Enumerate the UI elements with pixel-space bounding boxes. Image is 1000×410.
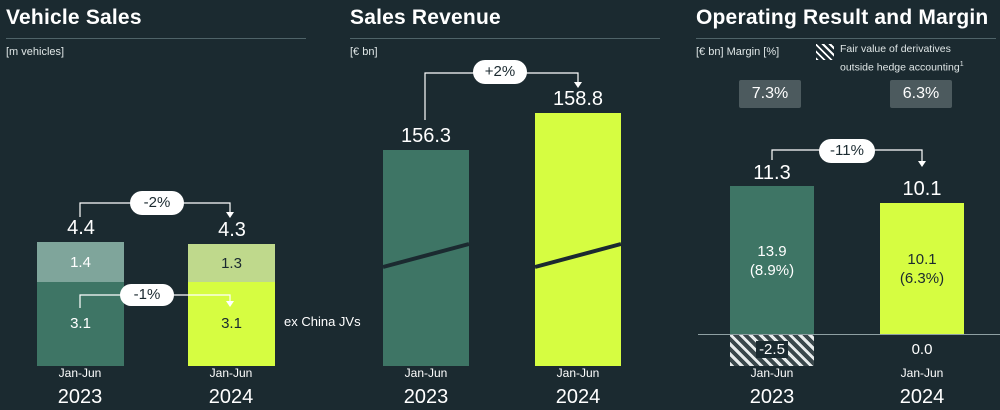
sr-x-label-2023-year: 2023 [403, 386, 449, 408]
or-total-2024: 10.1 [902, 178, 942, 200]
vehicle-sales-unit: [m vehicles] [6, 46, 65, 58]
sales-revenue-panel: Sales Revenue [€ bn] 156.3 158.8 +2% Jan… [345, 0, 665, 410]
legend-line-2: outside hedge accounting [840, 61, 960, 74]
sr-value-2024: 158.8 [552, 88, 604, 110]
vs-x-label-2024-year: 2024 [208, 386, 254, 408]
legend-footnote: 1 [959, 61, 964, 68]
or-derivatives-2024: 0.0 [911, 341, 933, 358]
or-total-2023: 11.3 [753, 162, 791, 184]
or-change-pill: -11% [819, 139, 875, 163]
or-bar-2024 [880, 203, 964, 334]
sales-revenue-unit: [€ bn] [350, 46, 378, 58]
sr-value-2023: 156.3 [400, 125, 452, 147]
operating-result-title: Operating Result and Margin [696, 6, 989, 29]
ex-china-label: ex China JVs [284, 314, 361, 329]
or-x-label-2024-year: 2024 [899, 386, 945, 408]
or-x-label-2024-period: Jan-Jun [900, 366, 944, 380]
sr-x-label-2024-year: 2024 [555, 386, 601, 408]
vehicle-sales-panel: Vehicle Sales [m vehicles] 1.4 3.1 4.4 1… [0, 0, 361, 410]
legend-label: Fair value of derivatives outside hedge … [840, 42, 964, 76]
sales-revenue-divider [350, 38, 660, 39]
operating-result-panel: Operating Result and Margin [€ bn] Margi… [690, 0, 1000, 410]
vs-ex-china-change-pill: -1% [120, 284, 174, 306]
or-derivatives-2023: -2.5 [730, 340, 814, 359]
or-x-label-2023-period: Jan-Jun [750, 366, 794, 380]
or-zero-axis [698, 334, 1000, 335]
sales-revenue-title: Sales Revenue [350, 6, 501, 29]
vs-x-label-2023-period: Jan-Jun [58, 366, 102, 380]
operating-result-divider [696, 38, 996, 39]
sr-bar-2023 [383, 150, 469, 366]
legend-hatch-swatch [816, 44, 834, 60]
or-derivatives-2023-value: -2.5 [756, 341, 788, 358]
vs-total-2024: 4.3 [218, 219, 246, 241]
vs-label-2023-china: 1.4 [70, 254, 91, 271]
legend-line-1: Fair value of derivatives [840, 43, 951, 55]
or-label-2023-value: 13.9 (8.9%) [730, 242, 814, 280]
or-x-label-2023-year: 2023 [749, 386, 795, 408]
sr-x-label-2024-period: Jan-Jun [556, 366, 600, 380]
vs-label-2024-ex-china: 3.1 [221, 315, 242, 332]
sr-x-label-2023-period: Jan-Jun [404, 366, 448, 380]
margin-box-2024: 6.3% [890, 80, 952, 108]
or-2024-amount: 10.1 [907, 251, 937, 268]
or-2023-amount: 13.9 [757, 243, 787, 260]
or-label-2024-value: 10.1 (6.3%) [880, 250, 964, 288]
vehicle-sales-title: Vehicle Sales [6, 6, 142, 29]
or-2023-margin: (8.9%) [749, 262, 795, 279]
sr-bar-2024 [535, 113, 621, 366]
margin-box-2023: 7.3% [739, 80, 801, 108]
vs-bar-2024-china [188, 244, 275, 282]
vs-bar-2023-china [37, 242, 124, 282]
vs-x-label-2024-period: Jan-Jun [209, 366, 253, 380]
vs-bar-2024-ex-china [188, 282, 275, 366]
vs-label-2024-china: 1.3 [221, 255, 242, 272]
vs-change-pill: -2% [130, 191, 184, 215]
vs-x-label-2023-year: 2023 [57, 386, 103, 408]
vs-total-2023: 4.4 [67, 217, 95, 239]
vehicle-sales-divider [6, 38, 306, 39]
operating-result-unit: [€ bn] Margin [%] [696, 46, 780, 58]
sr-change-pill: +2% [473, 60, 527, 84]
vs-label-2023-ex-china: 3.1 [70, 315, 91, 332]
or-bar-2023 [730, 186, 814, 334]
or-2024-margin: (6.3%) [899, 270, 945, 287]
